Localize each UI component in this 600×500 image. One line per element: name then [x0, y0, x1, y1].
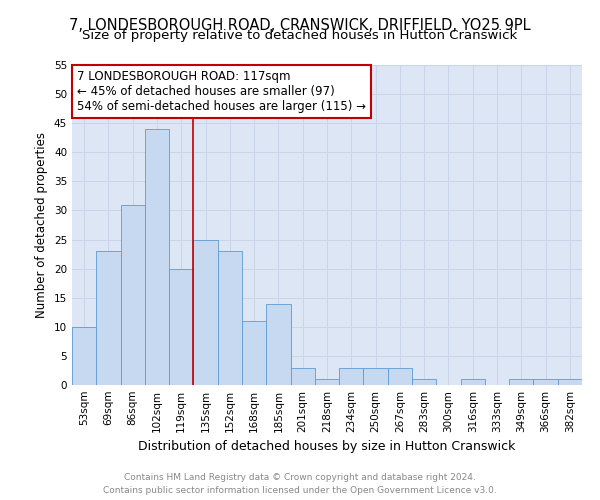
Bar: [290, 368, 315, 385]
Text: 7 LONDESBOROUGH ROAD: 117sqm
← 45% of detached houses are smaller (97)
54% of se: 7 LONDESBOROUGH ROAD: 117sqm ← 45% of de…: [77, 70, 366, 113]
X-axis label: Distribution of detached houses by size in Hutton Cranswick: Distribution of detached houses by size …: [139, 440, 515, 454]
Bar: [339, 368, 364, 385]
Bar: [315, 379, 339, 385]
Text: Contains HM Land Registry data © Crown copyright and database right 2024.
Contai: Contains HM Land Registry data © Crown c…: [103, 473, 497, 495]
Bar: [266, 304, 290, 385]
Bar: [169, 268, 193, 385]
Bar: [364, 368, 388, 385]
Bar: [72, 327, 96, 385]
Bar: [412, 379, 436, 385]
Bar: [388, 368, 412, 385]
Bar: [121, 204, 145, 385]
Bar: [509, 379, 533, 385]
Bar: [461, 379, 485, 385]
Bar: [558, 379, 582, 385]
Bar: [193, 240, 218, 385]
Bar: [96, 251, 121, 385]
Bar: [145, 129, 169, 385]
Text: Size of property relative to detached houses in Hutton Cranswick: Size of property relative to detached ho…: [82, 29, 518, 42]
Y-axis label: Number of detached properties: Number of detached properties: [35, 132, 49, 318]
Text: 7, LONDESBOROUGH ROAD, CRANSWICK, DRIFFIELD, YO25 9PL: 7, LONDESBOROUGH ROAD, CRANSWICK, DRIFFI…: [69, 18, 531, 32]
Bar: [218, 251, 242, 385]
Bar: [242, 321, 266, 385]
Bar: [533, 379, 558, 385]
